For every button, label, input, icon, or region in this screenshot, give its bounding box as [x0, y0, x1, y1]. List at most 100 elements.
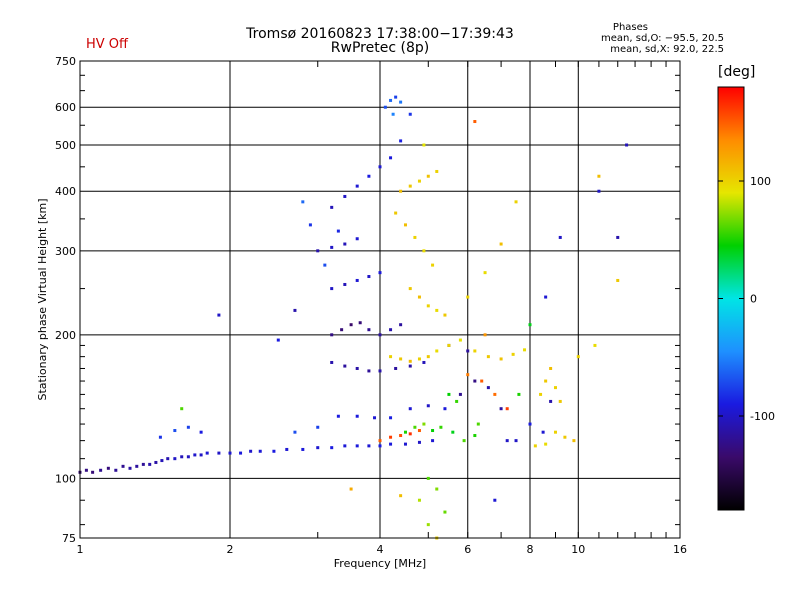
y-tick-label: 400	[55, 185, 76, 198]
data-point-o	[343, 242, 347, 246]
data-point-o	[597, 189, 601, 193]
data-point-o	[514, 439, 518, 443]
data-point-o	[367, 275, 371, 279]
data-point-x	[483, 333, 487, 337]
data-point-x	[517, 392, 521, 396]
data-point-o	[293, 430, 297, 434]
data-point-x	[544, 442, 548, 446]
y-axis-label: Stationary phase Virtual Height [km]	[36, 198, 49, 400]
data-point-x	[431, 429, 435, 433]
data-point-x	[399, 189, 403, 193]
data-point-x	[417, 295, 421, 299]
data-point-o	[355, 414, 359, 418]
data-point-o	[84, 468, 88, 472]
data-point-o	[358, 321, 362, 325]
data-point-o	[389, 156, 393, 160]
data-point-o	[367, 328, 371, 332]
data-point-o	[458, 392, 462, 396]
data-point-x	[413, 235, 417, 239]
data-point-x	[426, 523, 430, 527]
data-point-o	[293, 308, 297, 312]
data-point-x	[408, 432, 412, 436]
colorbar-tick-label: 100	[750, 175, 771, 188]
status-text: HV Off	[86, 37, 128, 52]
data-point-o	[228, 451, 232, 455]
data-point-o	[408, 407, 412, 411]
data-point-x	[422, 249, 426, 253]
x-tick-label: 4	[377, 543, 384, 556]
data-point-o	[323, 263, 327, 267]
data-point-o	[389, 328, 393, 332]
data-point-x	[597, 174, 601, 178]
data-point-o	[383, 105, 387, 109]
data-point-o	[316, 425, 320, 429]
y-tick-label: 300	[55, 245, 76, 258]
data-point-x	[486, 355, 490, 359]
data-point-x	[462, 439, 466, 443]
data-point-x	[422, 422, 426, 426]
x-tick-label: 6	[464, 543, 471, 556]
data-point-o	[541, 430, 545, 434]
data-point-x	[349, 487, 353, 491]
data-point-o	[336, 414, 340, 418]
data-point-o	[389, 98, 393, 102]
y-tick-label: 600	[55, 101, 76, 114]
chart-subtitle: RwPretec (8p)	[330, 40, 430, 56]
data-point-x	[447, 392, 451, 396]
data-point-o	[367, 174, 371, 178]
colorbar-label: [deg]	[718, 64, 756, 80]
data-point-x	[389, 355, 393, 359]
data-point-o	[340, 328, 344, 332]
data-point-o	[199, 430, 203, 434]
data-point-x	[483, 271, 487, 275]
data-point-o	[367, 444, 371, 448]
data-point-x	[426, 304, 430, 308]
data-point-o	[193, 453, 197, 457]
data-point-x	[473, 120, 477, 124]
data-point-o	[486, 386, 490, 390]
data-point-o	[499, 407, 503, 411]
data-point-o	[276, 338, 280, 342]
data-point-x	[408, 184, 412, 188]
data-point-x	[417, 357, 421, 361]
data-point-o	[285, 447, 289, 451]
data-point-o	[258, 449, 262, 453]
data-point-o	[343, 282, 347, 286]
data-point-o	[403, 442, 407, 446]
data-point-o	[349, 323, 353, 327]
data-point-x	[493, 392, 497, 396]
data-point-o	[330, 287, 334, 291]
data-point-o	[355, 444, 359, 448]
data-point-x	[458, 338, 462, 342]
data-point-x	[505, 407, 509, 411]
data-point-o	[355, 366, 359, 370]
data-point-x	[422, 143, 426, 147]
colorbar-tick-label: 0	[750, 293, 757, 306]
data-point-o	[272, 449, 276, 453]
data-point-o	[493, 498, 497, 502]
data-point-o	[408, 364, 412, 368]
data-point-x	[576, 355, 580, 359]
data-point-o	[141, 462, 145, 466]
data-point-o	[205, 451, 209, 455]
data-point-x	[399, 434, 403, 438]
data-point-o	[316, 446, 320, 450]
data-point-o	[544, 295, 548, 299]
data-point-o	[330, 360, 334, 364]
data-point-o	[308, 223, 312, 227]
data-point-x	[394, 211, 398, 215]
data-point-x	[426, 355, 430, 359]
x-tick-label: 2	[227, 543, 234, 556]
data-point-x	[466, 295, 470, 299]
data-point-o	[154, 460, 158, 464]
data-point-x	[533, 444, 537, 448]
phase-x-stats: mean, sd,X: 92.0, 22.5	[610, 44, 724, 55]
data-point-o	[217, 313, 221, 317]
data-point-x	[180, 407, 184, 411]
chart-title: Tromsø 20160823 17:38:00−17:39:43	[246, 26, 514, 42]
data-point-o	[391, 112, 395, 116]
data-point-x	[558, 399, 562, 403]
data-point-o	[99, 468, 103, 472]
data-point-o	[417, 440, 421, 444]
